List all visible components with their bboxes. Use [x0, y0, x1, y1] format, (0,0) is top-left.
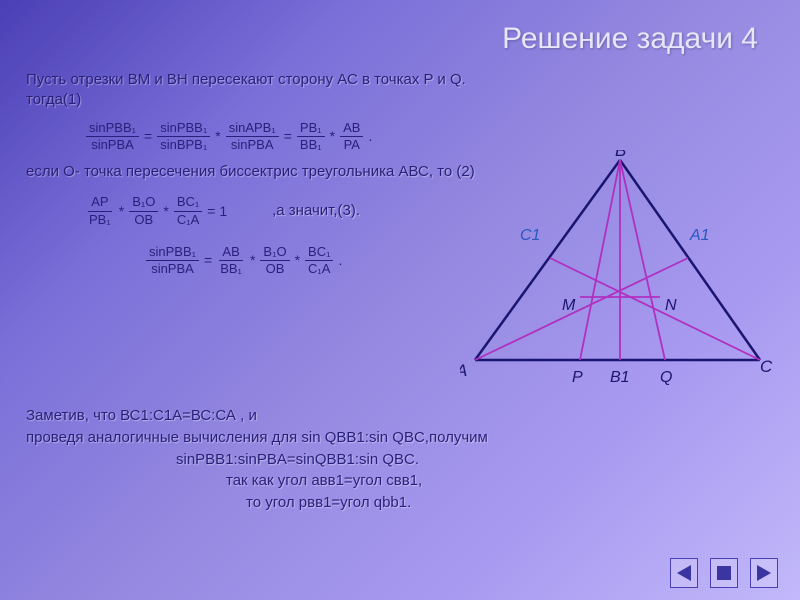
nav-prev-button[interactable] [670, 558, 698, 588]
svg-text:Q: Q [660, 369, 672, 386]
svg-text:A1: A1 [689, 227, 710, 244]
paragraph-2: если О- точка пересечения биссектрис тре… [26, 162, 506, 182]
svg-text:M: M [562, 297, 576, 314]
svg-text:N: N [665, 297, 677, 314]
nav-home-button[interactable] [710, 558, 738, 588]
line-b: проведя аналогичные вычисления для sin Q… [26, 427, 766, 449]
bottom-text: Заметив, что ВС1:С1А=ВС:СА , и проведя а… [26, 405, 766, 514]
square-icon [716, 565, 732, 581]
nav-next-button[interactable] [750, 558, 778, 588]
svg-text:A: A [460, 361, 467, 380]
triangle-diagram: A B C B1 P Q C1 A1 M N [460, 150, 780, 400]
svg-text:B1: B1 [610, 369, 630, 386]
paragraph-1: Пусть отрезки BM и BH пересекают сторону… [26, 70, 506, 111]
nav-buttons [670, 558, 778, 588]
svg-text:C1: C1 [520, 227, 540, 244]
svg-text:P: P [572, 369, 583, 386]
line-a: Заметив, что ВС1:С1А=ВС:СА , и [26, 405, 766, 427]
triangle-right-icon [757, 565, 771, 581]
line-e: то угол рвв1=угол qbb1. [26, 492, 766, 514]
svg-text:C: C [760, 357, 773, 376]
page-title: Решение задачи 4 [502, 22, 758, 56]
line-c: sinPBB1:sinPBA=sinQBB1:sin QBC. [26, 449, 766, 471]
svg-text:B: B [615, 150, 626, 160]
triangle-left-icon [677, 565, 691, 581]
diagram-svg: A B C B1 P Q C1 A1 M N [460, 150, 780, 400]
line-d: так как угол авв1=угол свв1, [26, 470, 766, 492]
equation-3: sinPBB₁sinPBA = ABBB₁ * B₁OOB * BC₁C₁A . [146, 245, 506, 277]
equation-1: sinPBB₁sinPBA = sinPBB₁sinBPB₁ * sinAPB₁… [86, 121, 506, 153]
equation-2: APPB₁ * B₁OOB * BC₁C₁A = 1 ,а значит,(3)… [86, 195, 360, 227]
content-block: Пусть отрезки BM и BH пересекают сторону… [26, 70, 506, 287]
